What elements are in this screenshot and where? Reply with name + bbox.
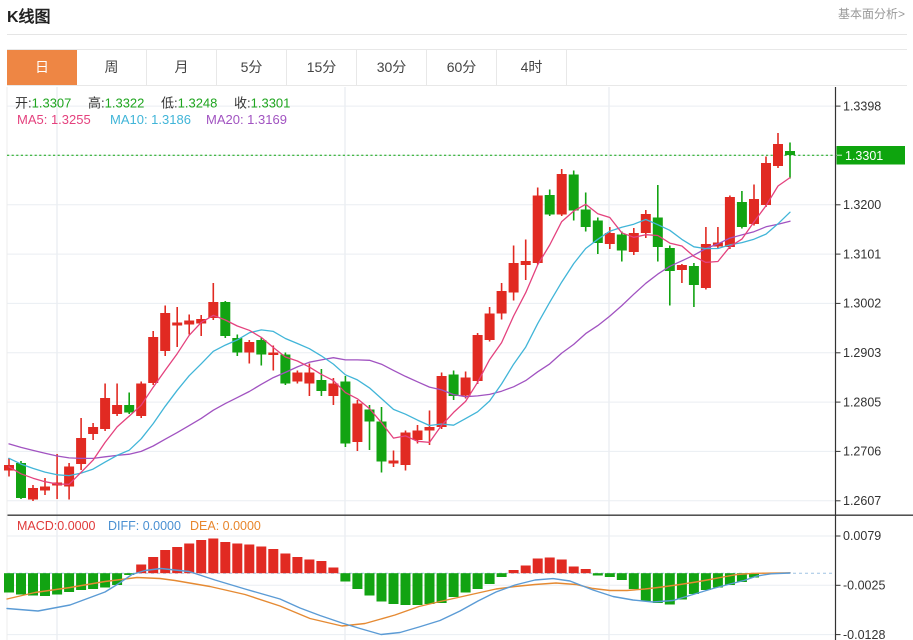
svg-text:0.0079: 0.0079 — [843, 529, 881, 543]
svg-text:1.3002: 1.3002 — [843, 297, 881, 311]
svg-text:MA10: 1.3186: MA10: 1.3186 — [110, 112, 191, 127]
svg-text:MACD:0.0000: MACD:0.0000 — [17, 519, 96, 533]
svg-text:DEA: 0.0000: DEA: 0.0000 — [190, 519, 261, 533]
svg-text:1.2706: 1.2706 — [843, 445, 881, 459]
svg-text:1.2903: 1.2903 — [843, 346, 881, 360]
svg-text:开:1.3307: 开:1.3307 — [15, 96, 71, 111]
svg-text:1.2805: 1.2805 — [843, 395, 881, 409]
svg-text:收:1.3301: 收:1.3301 — [234, 96, 290, 111]
svg-text:MA5: 1.3255: MA5: 1.3255 — [17, 112, 91, 127]
svg-text:DIFF: 0.0000: DIFF: 0.0000 — [108, 519, 181, 533]
svg-text:1.3200: 1.3200 — [843, 198, 881, 212]
svg-text:MA20: 1.3169: MA20: 1.3169 — [206, 112, 287, 127]
svg-text:1.3101: 1.3101 — [843, 247, 881, 261]
svg-text:1.2607: 1.2607 — [843, 494, 881, 508]
svg-text:低:1.3248: 低:1.3248 — [161, 96, 217, 111]
svg-text:-0.0025: -0.0025 — [843, 579, 885, 593]
svg-text:-0.0128: -0.0128 — [843, 628, 885, 640]
svg-text:1.3301: 1.3301 — [845, 149, 883, 163]
svg-text:高:1.3322: 高:1.3322 — [88, 96, 144, 111]
svg-text:1.3398: 1.3398 — [843, 99, 881, 113]
